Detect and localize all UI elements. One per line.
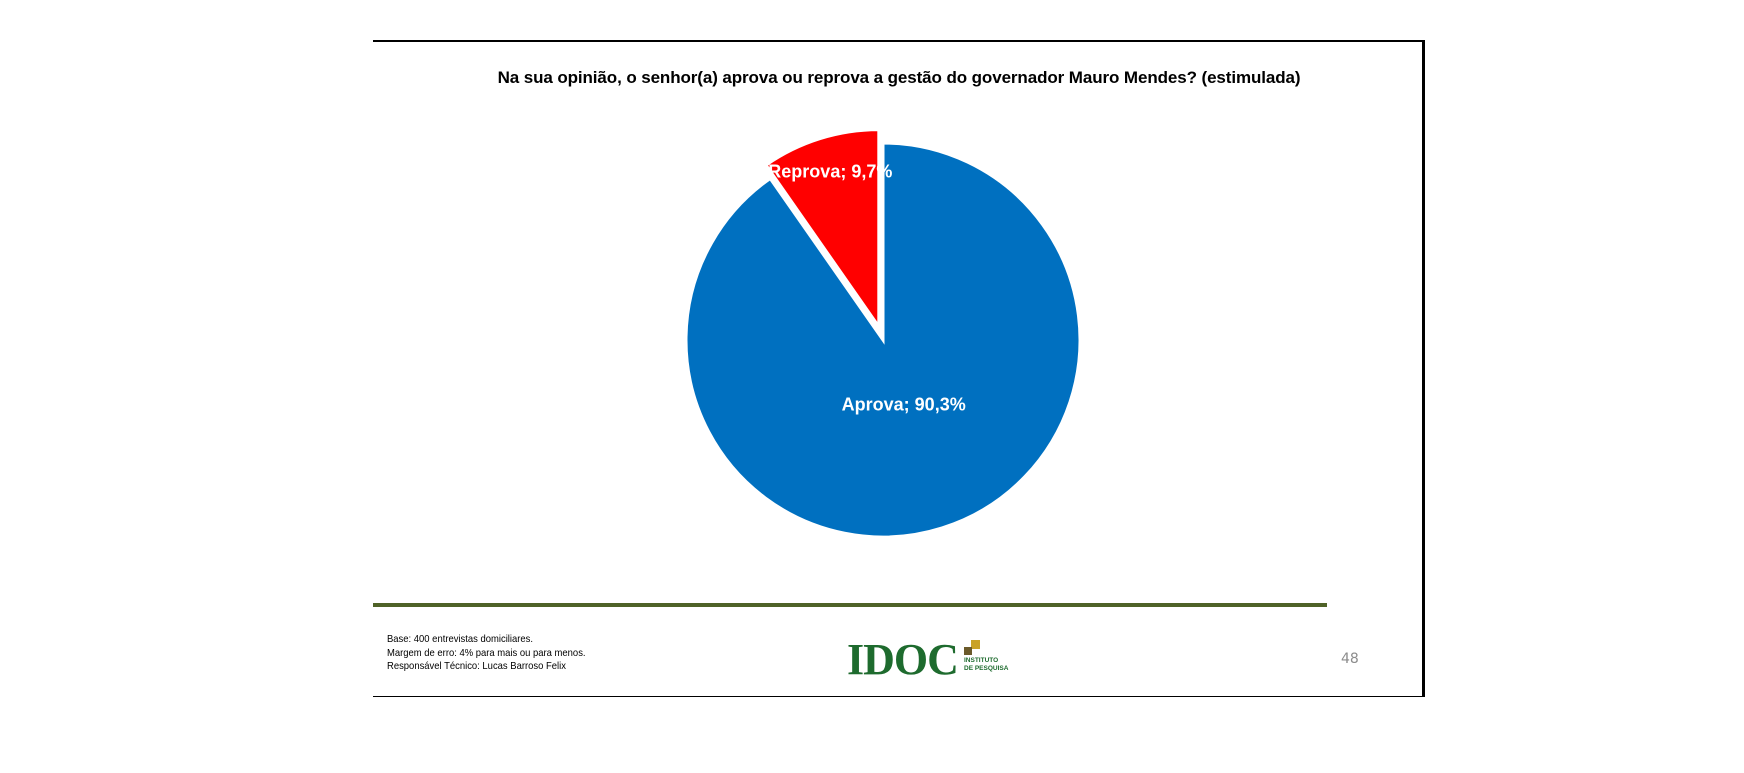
footnote-responsible: Responsável Técnico: Lucas Barroso Felix: [387, 660, 566, 672]
pie-chart: Aprova; 90,3% Reprova; 9,7%: [684, 128, 1082, 539]
slide: Na sua opinião, o senhor(a) aprova ou re…: [373, 40, 1425, 697]
page-number: 48: [1341, 651, 1359, 667]
footnote-margin: Margem de erro: 4% para mais ou para men…: [387, 646, 586, 659]
footnote-base: Base: 400 entrevistas domiciliares.: [387, 633, 534, 645]
logo-wordmark: IDOC: [847, 635, 959, 684]
chart-title: Na sua opinião, o senhor(a) aprova ou re…: [497, 68, 1301, 87]
footnotes: Base: 400 entrevistas domiciliares. Marg…: [387, 633, 586, 674]
logo-square-gold: [971, 640, 980, 649]
pie-slice-aprova: [684, 141, 1082, 539]
data-label-reprova: Reprova; 9,7%: [768, 161, 892, 181]
footer-rule: [373, 603, 1327, 607]
pie-slice-reprova: [763, 128, 881, 332]
slide-border-right: [1422, 40, 1425, 697]
data-label-aprova: Aprova; 90,3%: [842, 395, 966, 415]
logo-square-brown: [964, 647, 972, 655]
logo-subtitle-line2: DE PESQUISA: [964, 665, 1009, 672]
logo-subtitle: INSTITUTO DE PESQUISA: [964, 657, 1008, 673]
slide-border-bottom: [373, 696, 1425, 697]
logo-subtitle-line1: INSTITUTO: [964, 657, 999, 664]
slide-border-top: [373, 40, 1425, 42]
